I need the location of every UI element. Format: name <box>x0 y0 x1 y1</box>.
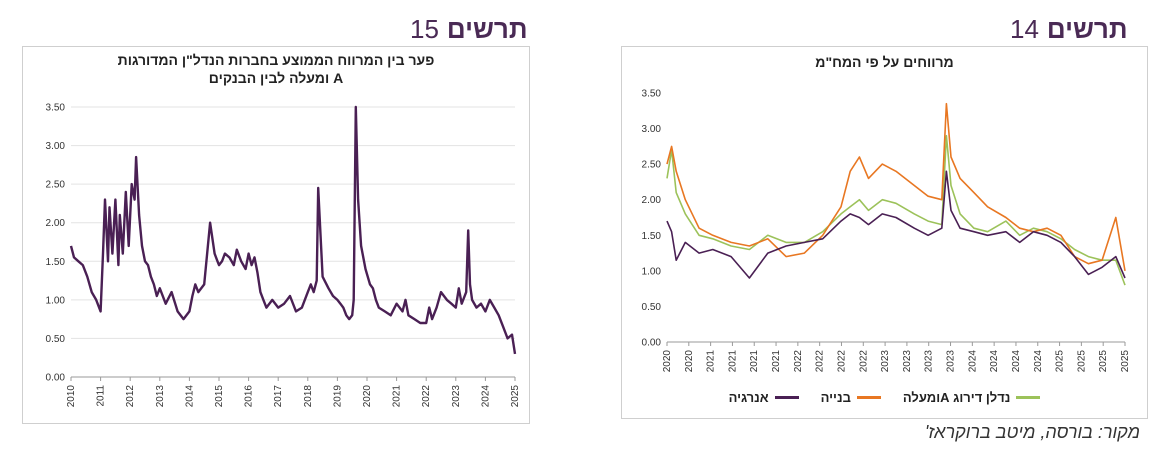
figure-word: תרשים <box>446 14 528 44</box>
series-line <box>666 170 1126 279</box>
y-tick-label: 1.00 <box>642 266 662 277</box>
series-line <box>666 134 1126 286</box>
y-tick-label: 3.00 <box>46 141 66 152</box>
y-tick-label: 1.50 <box>642 231 662 242</box>
y-tick-label: 2.50 <box>642 160 662 171</box>
y-tick-label: 3.50 <box>46 103 66 114</box>
x-tick-label: 2024 <box>967 350 978 373</box>
y-tick-label: 1.00 <box>46 295 66 306</box>
x-tick-label: 2024 <box>1011 350 1022 373</box>
x-tick-label: 2023 <box>880 350 891 373</box>
chart-title-line: A ומעלה לבין הבנקים <box>208 70 344 86</box>
y-tick-label: 1.50 <box>46 257 66 268</box>
y-tick-label: 2.00 <box>642 195 662 206</box>
x-tick-label: 2012 <box>125 385 136 408</box>
figure-number: 15 <box>410 14 439 44</box>
x-tick-label: 2010 <box>66 385 77 408</box>
x-tick-label: 2015 <box>214 385 225 408</box>
x-tick-label: 2017 <box>273 385 284 408</box>
x-tick-label: 2011 <box>96 385 107 407</box>
chart-legend: נדלן דירוג Aומעלה בנייה אנרגיה <box>622 390 1147 405</box>
y-tick-label: 2.00 <box>46 218 66 229</box>
chart-svg-14: 0.00 0.50 1.00 1.50 2.00 2.50 3.00 3.50 2020 2020… <box>642 89 1131 373</box>
chart-title: פער בין המרווח הממוצע בחברות הנדל"ן המדו… <box>23 51 529 87</box>
y-tick-label: 3.50 <box>642 89 662 100</box>
x-tick-label: 2020 <box>662 350 673 373</box>
x-tick-label: 2021 <box>749 350 760 373</box>
x-tick-label: 2016 <box>244 385 255 408</box>
x-tick-label: 2018 <box>303 385 314 408</box>
x-tick-label: 2022 <box>793 350 804 373</box>
x-tick-label: 2014 <box>184 385 195 408</box>
x-tick-label: 2023 <box>902 350 913 373</box>
chart-svg-15: 0.00 0.50 1.00 1.50 2.00 2.50 3.00 3.50 2010 2011… <box>46 103 521 408</box>
chart-title: מרווחים על פי המח"מ <box>815 54 954 70</box>
x-tick-label: 2023 <box>946 350 957 373</box>
x-tick-label: 2021 <box>771 350 782 373</box>
y-tick-label: 3.00 <box>642 124 662 135</box>
y-tick-label: 0.50 <box>642 302 662 313</box>
x-tick-label: 2020 <box>684 350 695 373</box>
x-tick-label: 2024 <box>989 350 1000 373</box>
x-tick-label: 2023 <box>451 385 462 408</box>
figure-14-heading: תרשים 14 <box>1010 14 1128 46</box>
legend-item: אנרגיה <box>729 390 799 405</box>
figure-number: 14 <box>1010 14 1039 44</box>
y-tick-label: 2.50 <box>46 180 66 191</box>
x-tick-label: 2025 <box>510 385 521 408</box>
x-tick-label: 2025 <box>1120 350 1131 373</box>
legend-swatch <box>856 396 881 399</box>
legend-swatch <box>1016 396 1041 399</box>
chart-title-line: פער בין המרווח הממוצע בחברות הנדל"ן המדו… <box>117 52 435 68</box>
chart-panel-14: מרווחים על פי המח"מ 0.00 0.50 1.00 1.50 2.00… <box>621 46 1148 419</box>
figure-word: תרשים <box>1046 14 1128 44</box>
x-tick-label: 2020 <box>362 385 373 408</box>
x-tick-label: 2024 <box>480 385 491 408</box>
x-tick-label: 2025 <box>1055 350 1066 373</box>
x-tick-label: 2024 <box>1033 350 1044 373</box>
legend-label: אנרגיה <box>728 390 769 405</box>
x-tick-label: 2021 <box>727 350 738 373</box>
x-tick-label: 2022 <box>815 350 826 373</box>
legend-item: בנייה <box>821 390 881 405</box>
x-tick-label: 2013 <box>155 385 166 408</box>
y-tick-label: 0.50 <box>46 334 66 345</box>
x-tick-label: 2019 <box>332 385 343 408</box>
legend-swatch <box>774 396 799 399</box>
x-tick-label: 2022 <box>836 350 847 373</box>
x-tick-label: 2022 <box>858 350 869 373</box>
series-line <box>666 102 1126 272</box>
chart-panel-15: פער בין המרווח הממוצע בחברות הנדל"ן המדו… <box>22 46 530 424</box>
x-tick-label: 2023 <box>924 350 935 373</box>
x-tick-label: 2022 <box>421 385 432 408</box>
figure-15-heading: תרשים 15 <box>410 14 528 46</box>
legend-label: נדלן דירוג Aומעלה <box>902 390 1011 405</box>
series-line <box>69 105 517 355</box>
legend-label: בנייה <box>820 390 851 405</box>
legend-item: נדלן דירוג Aומעלה <box>903 390 1041 405</box>
y-tick-label: 0.00 <box>46 373 66 384</box>
y-tick-label: 0.00 <box>642 338 662 349</box>
x-tick-label: 2021 <box>392 385 403 408</box>
x-tick-label: 2025 <box>1098 350 1109 373</box>
x-tick-label: 2025 <box>1076 350 1087 373</box>
x-tick-label: 2021 <box>706 350 717 373</box>
source-note: מקור: בורסה, מיטב ברוקראז' <box>924 422 1140 442</box>
